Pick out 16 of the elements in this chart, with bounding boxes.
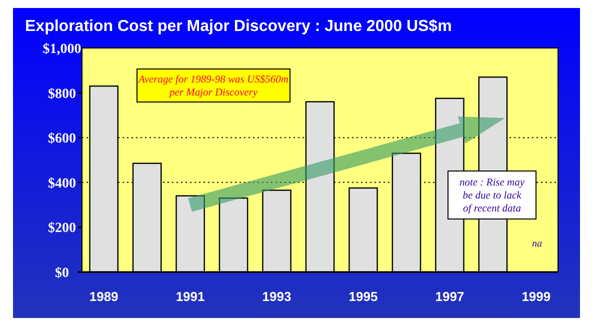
y-tick-label: $1,000 <box>42 42 82 57</box>
x-tick-label: 1995 <box>348 289 378 304</box>
y-tick-label: $400 <box>48 176 76 192</box>
x-tick-label: 1991 <box>176 289 205 304</box>
x-tick-label: 1989 <box>89 289 118 304</box>
chart-title: Exploration Cost per Major Discovery : June 2000 US$m <box>25 18 452 35</box>
annotation: note : Rise may be due to lack of recent data <box>459 178 525 214</box>
x-tick-label: 1999 <box>522 289 551 304</box>
y-tick-label: $0 <box>55 266 69 281</box>
y-tick-label: $600 <box>48 132 76 147</box>
annotation: na <box>532 238 542 250</box>
x-tick-label: 1993 <box>262 289 292 304</box>
y-tick-label: $800 <box>48 86 76 102</box>
y-tick-label: $200 <box>48 221 76 236</box>
x-tick-label: 1997 <box>435 289 464 304</box>
annotation: Average for 1989-98 was US$560m per Major Discovery <box>138 74 289 98</box>
